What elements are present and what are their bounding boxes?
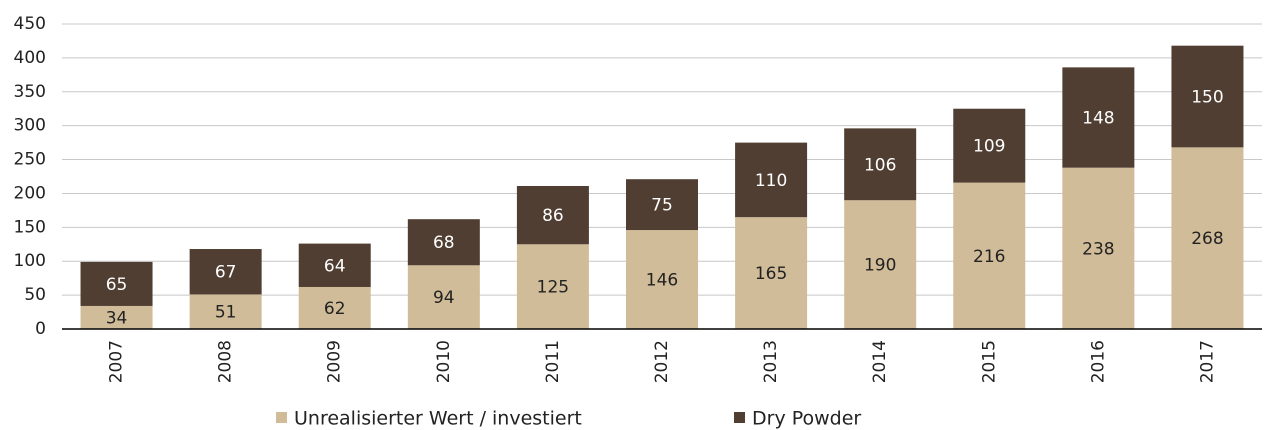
y-tick-label: 450 [14,14,46,34]
y-tick-label: 250 [14,150,46,170]
y-tick-label: 350 [14,82,46,102]
data-label: 146 [646,271,678,291]
data-label: 75 [651,196,673,216]
data-label: 62 [324,299,346,319]
x-tick-label: 2014 [870,340,890,383]
bar-segment [80,305,153,329]
bar-segment [844,128,917,201]
data-label: 68 [433,233,455,253]
data-label: 190 [864,256,896,276]
bar-segment [189,249,262,295]
bar-segment [1062,67,1135,168]
data-label: 65 [106,275,128,295]
data-label: 109 [973,137,1005,157]
bar-segment [626,230,698,329]
x-tick-label: 2007 [107,340,127,383]
x-tick-label: 2010 [434,340,454,383]
data-label: 86 [542,206,564,226]
data-label: 67 [215,263,237,283]
data-label: 94 [433,288,455,308]
data-label: 148 [1082,109,1114,129]
data-label: 268 [1191,229,1223,249]
x-tick-label: 2015 [979,340,999,383]
bar-segment [1062,167,1135,329]
legend-label: Unrealisierter Wert / investiert [294,408,582,430]
x-tick-label: 2017 [1197,340,1217,383]
bar-segment [844,200,917,329]
data-label: 150 [1191,88,1223,108]
legend-swatch [276,412,287,423]
bar-segment [735,142,808,218]
data-label: 64 [324,256,346,276]
data-label: 51 [215,303,237,323]
y-tick-label: 150 [14,217,46,237]
bar-segment [516,185,589,245]
bar-segment [626,179,698,231]
bar-segment [953,108,1026,183]
y-tick-label: 400 [14,48,46,68]
bar-segment [298,286,371,329]
bar-segment [298,243,371,287]
x-tick-label: 2009 [325,340,345,383]
data-label: 106 [864,155,896,175]
x-tick-label: 2011 [543,340,563,383]
bar-segment [516,244,589,329]
x-tick-label: 2008 [216,340,236,383]
x-tick-label: 2013 [761,340,781,383]
data-label: 34 [106,308,128,328]
y-tick-label: 0 [35,319,46,339]
bar-segment [953,182,1026,329]
data-label: 165 [755,264,787,284]
bar-segment [407,265,480,329]
data-label: 238 [1082,239,1114,259]
legend-swatch [734,412,745,423]
y-tick-label: 50 [24,285,46,305]
y-tick-label: 200 [14,183,46,203]
data-label: 125 [537,278,569,298]
bar-segment [1171,45,1244,148]
bar-segment [407,219,480,266]
data-label: 110 [755,171,787,191]
bar-segment [1171,147,1244,329]
y-tick-label: 100 [14,251,46,271]
x-tick-label: 2012 [652,340,672,383]
x-tick-label: 2016 [1088,340,1108,383]
data-label: 216 [973,247,1005,267]
legend-label: Dry Powder [752,408,861,430]
bar-segment [189,294,262,329]
bar-segment [735,217,808,329]
bar-segment [80,261,153,306]
y-tick-label: 300 [14,116,46,136]
